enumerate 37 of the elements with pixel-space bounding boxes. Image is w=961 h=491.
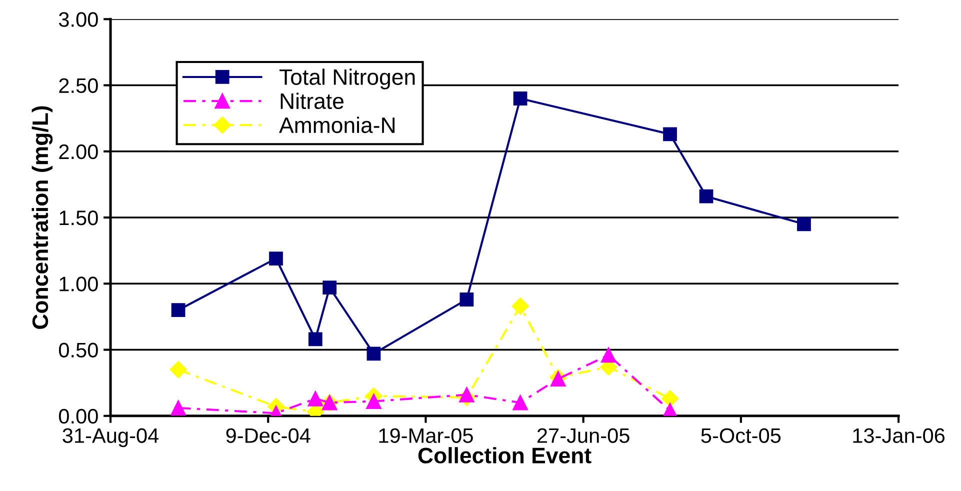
point <box>600 347 616 363</box>
x-tick-label: 31-Aug-04 <box>62 428 159 448</box>
point <box>308 332 322 346</box>
y-tick-label: 2.00 <box>59 144 98 160</box>
point <box>269 252 283 266</box>
y-tick-label: 3.00 <box>58 12 98 27</box>
y-tick-label: 0.00 <box>58 408 98 424</box>
point <box>366 346 381 361</box>
point <box>460 292 474 306</box>
x-tick-label: 5-Oct-05 <box>701 428 781 443</box>
point <box>308 391 324 406</box>
point <box>513 92 528 106</box>
point <box>512 395 528 410</box>
point <box>661 390 679 408</box>
point <box>663 127 677 142</box>
y-tick-label: 0.50 <box>58 342 98 358</box>
point <box>699 189 714 204</box>
legend-label: Nitrate <box>280 92 344 110</box>
x-axis-title: Collection Event <box>418 447 592 464</box>
x-tick-label: 27-Jun-05 <box>537 428 630 443</box>
point <box>459 387 474 402</box>
legend-label: Ammonia-N <box>279 116 395 134</box>
legend-label: Total Nitrogen <box>280 68 415 90</box>
point <box>170 361 187 378</box>
point <box>322 280 337 295</box>
point <box>366 394 382 409</box>
point <box>512 298 529 315</box>
point <box>170 400 186 416</box>
point <box>171 303 186 318</box>
y-tick-label: 2.50 <box>59 78 98 94</box>
y-tick-label: 1.50 <box>60 210 98 226</box>
y-axis-title: Concentration (mg/L) <box>32 106 53 329</box>
y-tick-label: 1.00 <box>60 276 98 292</box>
x-tick-label: 19-Mar-05 <box>379 428 473 443</box>
x-tick-label: 13-Jan-06 <box>853 428 945 443</box>
x-tick-label: 9-Dec-04 <box>226 428 310 443</box>
point <box>797 217 811 232</box>
